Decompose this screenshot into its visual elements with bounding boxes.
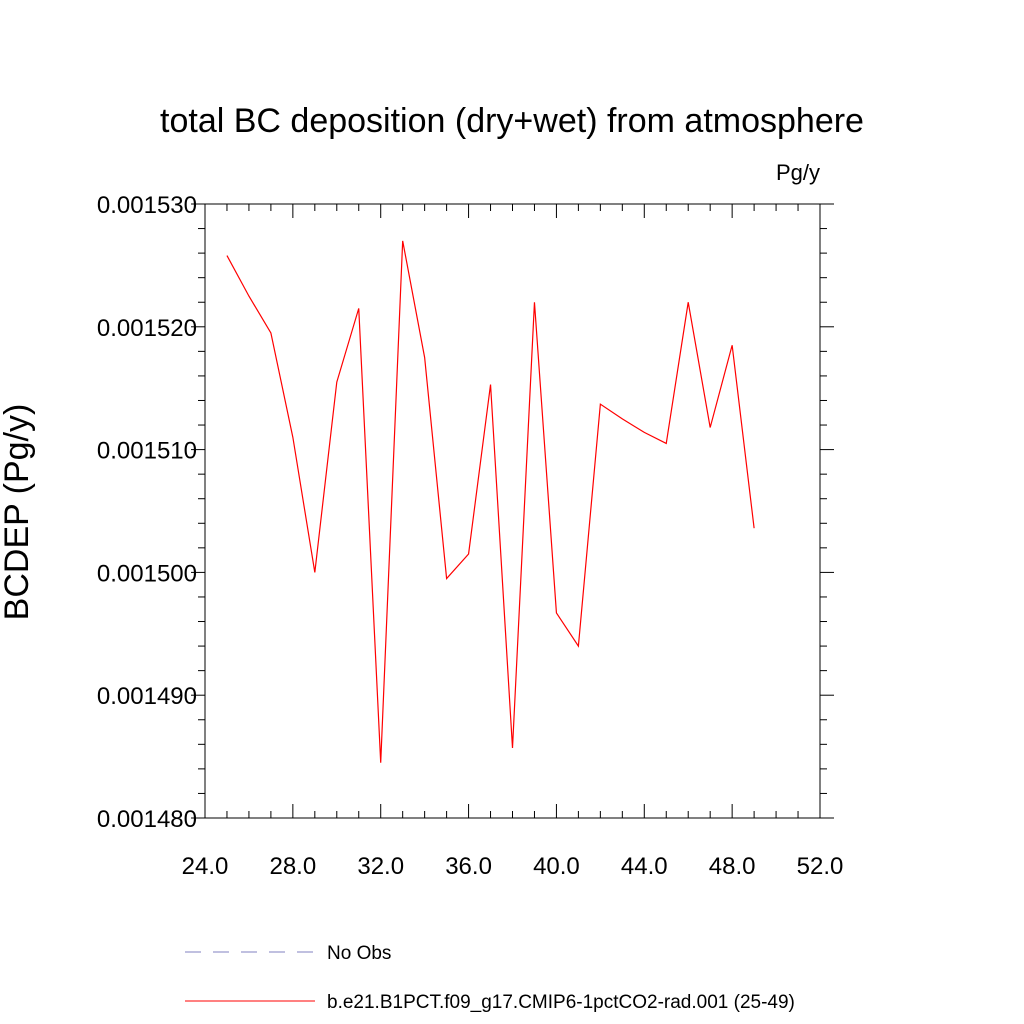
y-tick-label: 0.001510	[97, 438, 197, 465]
x-tick-label: 36.0	[445, 853, 492, 880]
x-tick-label: 32.0	[357, 853, 404, 880]
chart-title: total BC deposition (dry+wet) from atmos…	[160, 102, 864, 140]
legend-label-series: b.e21.B1PCT.f09_g17.CMIP6-1pctCO2-rad.00…	[327, 992, 795, 1013]
y-tick-label: 0.001520	[97, 315, 197, 342]
x-tick-label: 40.0	[533, 853, 580, 880]
y-tick-label: 0.001490	[97, 683, 197, 710]
series-line	[226, 240, 755, 763]
axis-ticks	[191, 203, 834, 819]
x-tick-label: 28.0	[269, 853, 316, 880]
legend-label-no-obs: No Obs	[327, 943, 391, 964]
units-label: Pg/y	[776, 160, 820, 185]
x-tick-label: 48.0	[709, 853, 756, 880]
y-tick-label: 0.001480	[97, 806, 197, 833]
legend: No Obs b.e21.B1PCT.f09_g17.CMIP6-1pctCO2…	[185, 943, 795, 1013]
plot-frame	[204, 203, 821, 819]
y-axis-label: BCDEP (Pg/y)	[0, 404, 36, 621]
x-tick-label: 24.0	[182, 853, 229, 880]
y-tick-label: 0.001530	[97, 192, 197, 219]
series-layer	[226, 240, 755, 763]
tick-labels: 24.0 28.0 32.0 36.0 40.0 44.0 48.0 52.0 0.001480…	[97, 192, 843, 880]
x-tick-label: 44.0	[621, 853, 668, 880]
x-tick-label: 52.0	[797, 853, 844, 880]
y-tick-label: 0.001500	[97, 560, 197, 587]
